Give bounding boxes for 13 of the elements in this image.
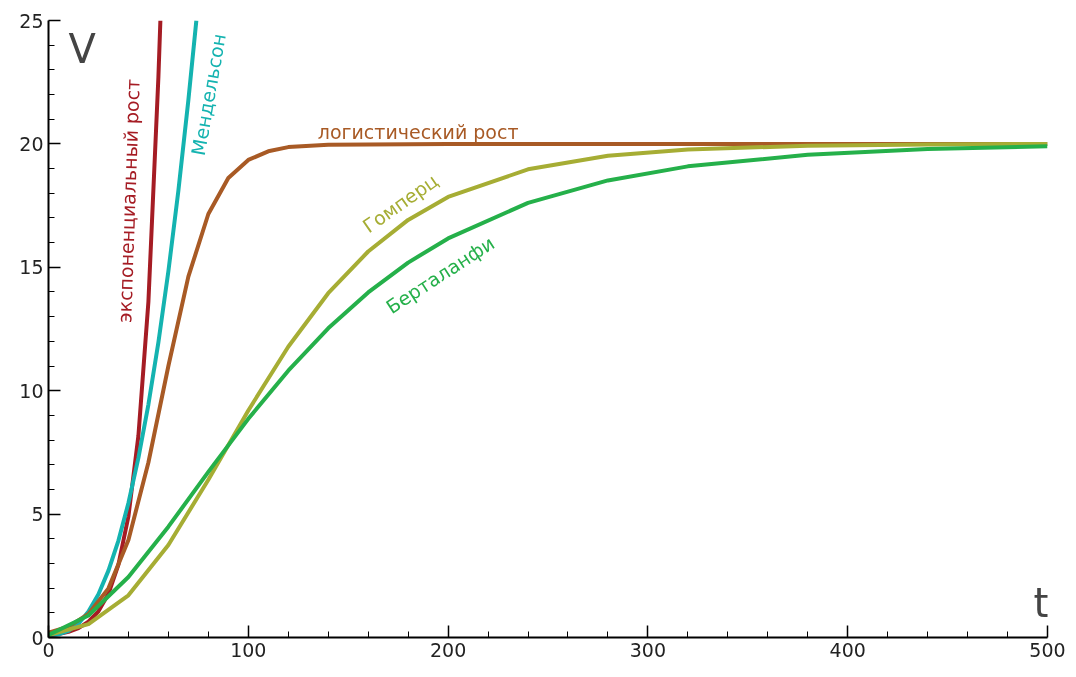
- y-tick-label: 20: [19, 132, 44, 155]
- y-tick-label: 5: [31, 503, 44, 526]
- x-tick-label: 500: [1029, 638, 1066, 661]
- y-tick-label: 15: [19, 256, 44, 279]
- y-tick-label: 10: [19, 379, 44, 402]
- text: экспоненциальный рост: [113, 78, 144, 324]
- y-axis-title: V: [68, 25, 97, 72]
- x-tick-label: 100: [230, 638, 267, 661]
- x-tick-label: 400: [829, 638, 866, 661]
- series-label: логистический рост: [317, 120, 519, 143]
- y-tick-label: 25: [19, 9, 44, 32]
- x-tick-label: 300: [629, 638, 667, 661]
- x-tick-label: 200: [429, 638, 467, 661]
